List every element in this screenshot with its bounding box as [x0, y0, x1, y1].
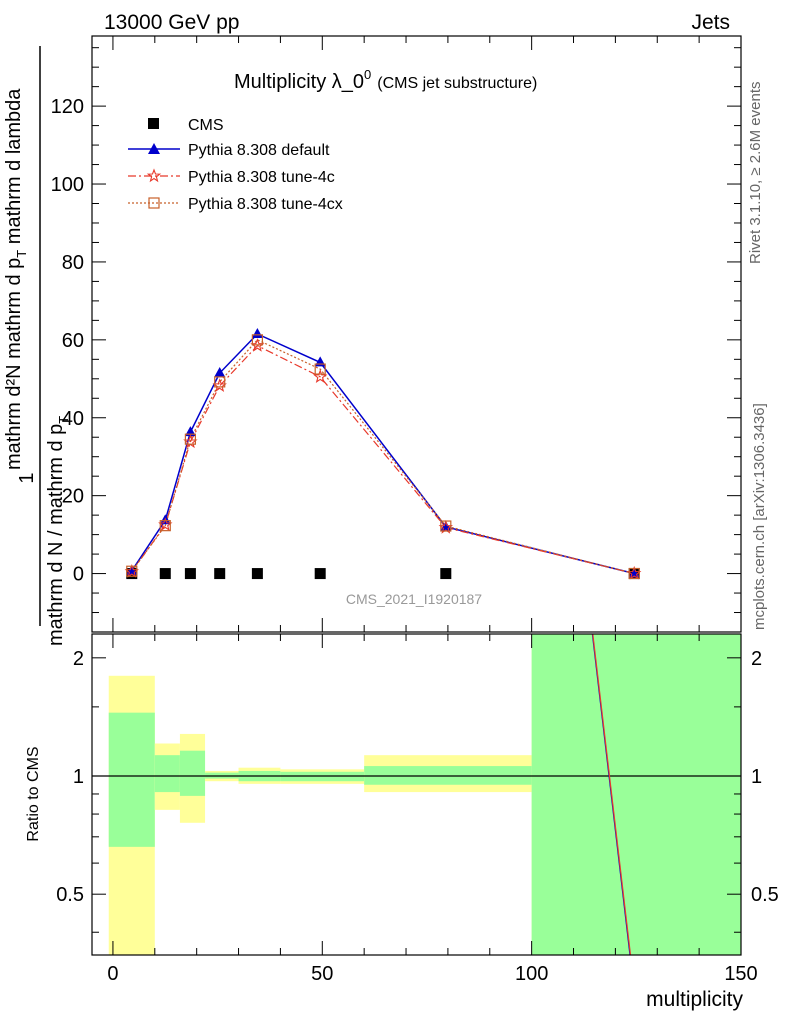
data-point: [314, 363, 326, 375]
x-tick-label: 100: [515, 963, 548, 985]
main-y-axis-label: 1 mathrm d²N mathrm d pT mathrm d lambda…: [3, 46, 71, 646]
ratio-stat-band: [108, 712, 155, 847]
main-frame: [91, 35, 742, 633]
y-tick-label: 60: [62, 330, 84, 352]
category-label: Jets: [691, 11, 730, 34]
data-point: [627, 565, 642, 580]
ratio-frame: [91, 633, 742, 956]
legend-marker-tune4c: [146, 168, 162, 183]
data-point: [314, 568, 326, 580]
ratio-panel: 0.5 0.5 1 1 2 2 0 50 100 150 Ratio to CMS multipl…: [25, 633, 779, 1011]
y-label-num-sub: T: [14, 250, 29, 258]
data-point: [313, 369, 328, 383]
ratio-y-tick-label-right: 0.5: [751, 884, 779, 906]
ratio-stat-band: [154, 755, 180, 793]
data-point: [251, 334, 263, 346]
ratio-line: [592, 633, 632, 956]
data-point: [214, 366, 226, 377]
x-axis-label: multiplicity: [646, 988, 743, 1011]
rivet-label: Rivet 3.1.10, ≥ 2.6M events: [747, 82, 764, 265]
data-point: [158, 517, 173, 531]
ratio-bands: [92, 634, 741, 955]
ratio-y-tick-label-right: 1: [751, 766, 762, 788]
ratio-stat-band: [179, 750, 206, 796]
legend-marker-default: [148, 143, 160, 154]
main-series: [124, 328, 642, 580]
series-line: [131, 339, 635, 575]
ratio-y-tick-label-right: 2: [751, 648, 762, 670]
x-tick-label: 50: [311, 963, 333, 985]
data-point: [440, 520, 452, 532]
series-line: [131, 333, 635, 575]
y-label-prefix: 1: [16, 472, 38, 483]
data-point: [184, 568, 196, 580]
legend-label-default: Pythia 8.308 default: [188, 142, 330, 159]
legend-label-tune4cx: Pythia 8.308 tune-4cx: [188, 196, 343, 213]
legend-label-cms: CMS: [188, 117, 224, 134]
ratio-y-label: Ratio to CMS: [25, 746, 42, 841]
mcplots-label: mcplots.cern.ch [arXiv:1306.3436]: [751, 403, 768, 630]
data-point: [250, 338, 265, 352]
y-tick-label: 40: [62, 408, 84, 430]
x-tick-label: 0: [107, 963, 118, 985]
data-point: [251, 568, 263, 580]
chart-title-main: Multiplicity λ_0: [234, 71, 364, 93]
y-label-denominator: mathrm d N / mathrm d pT: [45, 416, 71, 646]
data-point: [438, 520, 453, 534]
data-point: [214, 568, 226, 580]
ratio-y-tick-label: 1: [73, 766, 84, 788]
y-tick-label: 0: [73, 564, 84, 586]
data-point: [214, 376, 226, 388]
chart-title-sup: 0: [364, 67, 371, 82]
ratio-y-tick-label: 0.5: [56, 884, 84, 906]
legend-marker-tune4cx: [148, 197, 160, 209]
data-point: [184, 433, 196, 445]
legend-label-tune4c: Pythia 8.308 tune-4c: [188, 169, 335, 186]
process-label: 13000 GeV pp: [104, 11, 239, 34]
chart-title: Multiplicity λ_00 (CMS jet substructure): [234, 67, 537, 93]
y-label-den-sub: T: [56, 416, 71, 424]
data-point: [440, 568, 452, 580]
chart-title-sub: (CMS jet substructure): [377, 75, 537, 92]
ratio-lines: [591, 633, 632, 956]
ratio-y-tick-label: 2: [73, 648, 84, 670]
data-point: [126, 565, 138, 577]
analysis-id: CMS_2021_I1920187: [346, 591, 482, 607]
data-point: [251, 328, 263, 338]
data-point: [628, 567, 640, 580]
ratio-stat-band: [531, 634, 741, 955]
y-tick-label: 80: [62, 252, 84, 274]
y-label-num-suffix: mathrm d lambda: [3, 88, 25, 250]
y-tick-label: 20: [62, 486, 84, 508]
ratio-axis-ticks: 0.5 0.5 1 1 2 2 0 50 100 150: [56, 634, 779, 985]
series-line: [131, 344, 635, 575]
data-point: [212, 378, 227, 392]
data-point: [159, 520, 171, 532]
legend-marker-cms: [148, 118, 159, 129]
y-label-numerator: mathrm d²N mathrm d pT mathrm d lambda: [3, 88, 29, 470]
legend: CMS Pythia 8.308 default Pythia 8.308 tu…: [128, 117, 343, 213]
y-tick-label: 100: [51, 174, 84, 196]
y-label-num-main: mathrm d p: [3, 258, 25, 359]
data-point: [159, 568, 171, 580]
data-point: [124, 564, 139, 578]
y-tick-label: 120: [51, 96, 84, 118]
main-axis-ticks: 0 20 40 60 80 100 120: [51, 36, 742, 632]
x-tick-label: 150: [724, 963, 757, 985]
